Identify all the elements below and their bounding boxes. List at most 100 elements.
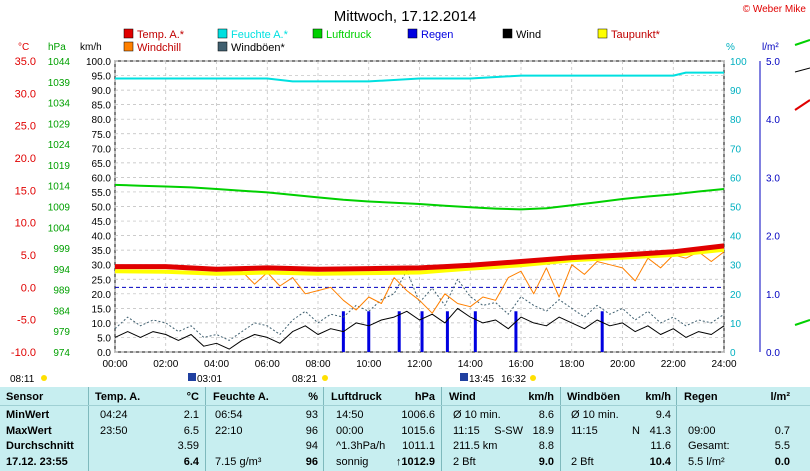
rain-bar bbox=[514, 311, 518, 352]
humidity-tick-label: 100 bbox=[730, 57, 747, 68]
row-label: MinWert bbox=[6, 409, 50, 421]
humidity-value: 93 bbox=[305, 409, 318, 421]
temp-tick-label: 0.0 bbox=[21, 282, 36, 294]
legend-swatch bbox=[502, 28, 513, 39]
pressure-tick-label: 999 bbox=[53, 244, 70, 255]
pressure-tick-label: 1009 bbox=[48, 203, 71, 214]
pressure-tick-label: 989 bbox=[53, 286, 70, 297]
humidity-tick-label: 80 bbox=[730, 115, 742, 126]
pressure-tick-label: 1029 bbox=[48, 119, 71, 130]
legend-swatch bbox=[407, 28, 418, 39]
wind-tick-label: 70.0 bbox=[92, 144, 112, 155]
humidity-tick-label: 0 bbox=[730, 348, 736, 359]
pressure-tick-label: 1024 bbox=[48, 140, 71, 151]
humidity-value: 96 bbox=[305, 455, 318, 468]
rain-value: 0.7 bbox=[774, 424, 790, 437]
legend-label: Windchill bbox=[137, 42, 181, 54]
temp-tick-label: 30.0 bbox=[15, 88, 36, 100]
wind-tick-label: 0.0 bbox=[97, 348, 111, 359]
legend-swatch bbox=[123, 41, 134, 52]
rain-axis-unit: l/m² bbox=[762, 42, 779, 53]
rain-value: 0.0 bbox=[774, 455, 790, 468]
header-humidity: Feuchte A. bbox=[213, 391, 269, 403]
moonset-icon bbox=[188, 373, 196, 381]
rain-value: 5.5 bbox=[774, 440, 790, 452]
pressure-tick-label: 984 bbox=[53, 306, 70, 317]
x-tick-label: 02:00 bbox=[153, 359, 178, 370]
table-column-separator bbox=[560, 387, 561, 471]
right-edge-fragment bbox=[794, 39, 810, 326]
pressure-tick-label: 1044 bbox=[48, 57, 71, 68]
wind-tick-label: 15.0 bbox=[92, 304, 112, 315]
x-tick-label: 20:00 bbox=[610, 359, 635, 370]
rain-tick-label: 4.0 bbox=[766, 115, 780, 126]
temp-axis-unit: °C bbox=[18, 42, 29, 53]
row-label: Durchschnitt bbox=[6, 440, 74, 452]
wind-tick-label: 90.0 bbox=[92, 86, 112, 97]
wind-axis-unit: km/h bbox=[80, 42, 102, 53]
legend-label: Taupunkt* bbox=[611, 29, 661, 41]
humidity-tick-label: 30 bbox=[730, 261, 742, 272]
wind-value: 18.9 bbox=[532, 424, 554, 437]
wind-value: 8.8 bbox=[538, 440, 554, 452]
pressure-time: ^1.3hPa/h bbox=[336, 440, 386, 452]
header-pressure-unit: hPa bbox=[414, 391, 435, 403]
temp-value: 2.1 bbox=[183, 409, 199, 421]
header-gust-unit: km/h bbox=[645, 391, 671, 403]
table-column-separator bbox=[323, 387, 324, 471]
pressure-time: sonnig bbox=[336, 455, 369, 468]
axes: 35.0 30.0 25.0 20.0 15.0 10.0 5.0 0.0 -5.0 -10.0 1… bbox=[11, 56, 780, 370]
header-gust: Windböen bbox=[567, 391, 621, 403]
header-temp: Temp. A. bbox=[95, 391, 141, 403]
wind-tick-label: 10.0 bbox=[92, 319, 112, 330]
pressure-tick-label: 1004 bbox=[48, 223, 71, 234]
legend: Temp. A.* Feuchte A.* Luftdruck Regen Wind Ta… bbox=[123, 28, 661, 54]
humidity-value: 96 bbox=[305, 424, 318, 437]
x-tick-label: 16:00 bbox=[508, 359, 533, 370]
temp-time: 23:50 bbox=[100, 424, 128, 437]
series-windchill bbox=[115, 251, 725, 314]
gust-value: 11.6 bbox=[650, 440, 671, 452]
pressure-tick-label: 974 bbox=[53, 348, 70, 359]
row-label: 17.12. 23:55 bbox=[6, 455, 68, 468]
wind-time: 211.5 km bbox=[453, 440, 498, 452]
legend-swatch bbox=[312, 28, 323, 39]
humidity-tick-label: 90 bbox=[730, 86, 742, 97]
wind-tick-label: 20.0 bbox=[92, 290, 112, 301]
pressure-tick-label: 1014 bbox=[48, 182, 71, 193]
temp-tick-label: 5.0 bbox=[21, 250, 36, 262]
series-taupunkt bbox=[114, 247, 725, 276]
humidity-axis-unit: % bbox=[726, 42, 735, 53]
sun-icon bbox=[41, 375, 47, 381]
series-luftdruck bbox=[114, 183, 725, 211]
wind-tick-label: 55.0 bbox=[92, 188, 112, 199]
wind-tick-label: 5.0 bbox=[97, 333, 111, 344]
gust-value: 41.3 bbox=[649, 424, 671, 437]
moonrise-icon bbox=[460, 373, 468, 381]
rain-time: Gesamt: bbox=[688, 440, 730, 452]
gust-time: Ø 10 min. bbox=[571, 409, 619, 421]
pressure-value: ↑1012.9 bbox=[395, 455, 435, 468]
humidity-tick-label: 70 bbox=[730, 144, 742, 155]
sun-moon-markers: 08:11 03:01 08:21 13:45 16:32 bbox=[10, 373, 536, 385]
pressure-tick-label: 1034 bbox=[48, 99, 71, 110]
rain-tick-label: 5.0 bbox=[766, 57, 780, 68]
humidity-time: 7.15 g/m³ bbox=[215, 455, 262, 468]
wind-time: 2 Bft bbox=[453, 455, 476, 468]
temp-tick-label: 15.0 bbox=[15, 185, 36, 197]
wind-tick-label: 95.0 bbox=[92, 72, 112, 83]
rain-tick-label: 0.0 bbox=[766, 348, 780, 359]
humidity-value: 94 bbox=[305, 440, 318, 452]
gust-value: 10.4 bbox=[649, 455, 671, 468]
pressure-tick-label: 1039 bbox=[48, 78, 71, 89]
sunrise-label: 08:11 bbox=[10, 374, 35, 385]
sunset-label: 16:32 bbox=[501, 374, 526, 385]
humidity-tick-label: 40 bbox=[730, 232, 742, 243]
legend-label: Windböen* bbox=[231, 42, 286, 54]
wind-tick-label: 100.0 bbox=[86, 57, 111, 68]
header-rain-unit: l/m² bbox=[770, 391, 790, 403]
wind-direction: S-SW bbox=[494, 424, 523, 437]
x-tick-label: 14:00 bbox=[458, 359, 483, 370]
table-column-separator bbox=[88, 387, 89, 471]
header-humidity-unit: % bbox=[308, 391, 318, 403]
